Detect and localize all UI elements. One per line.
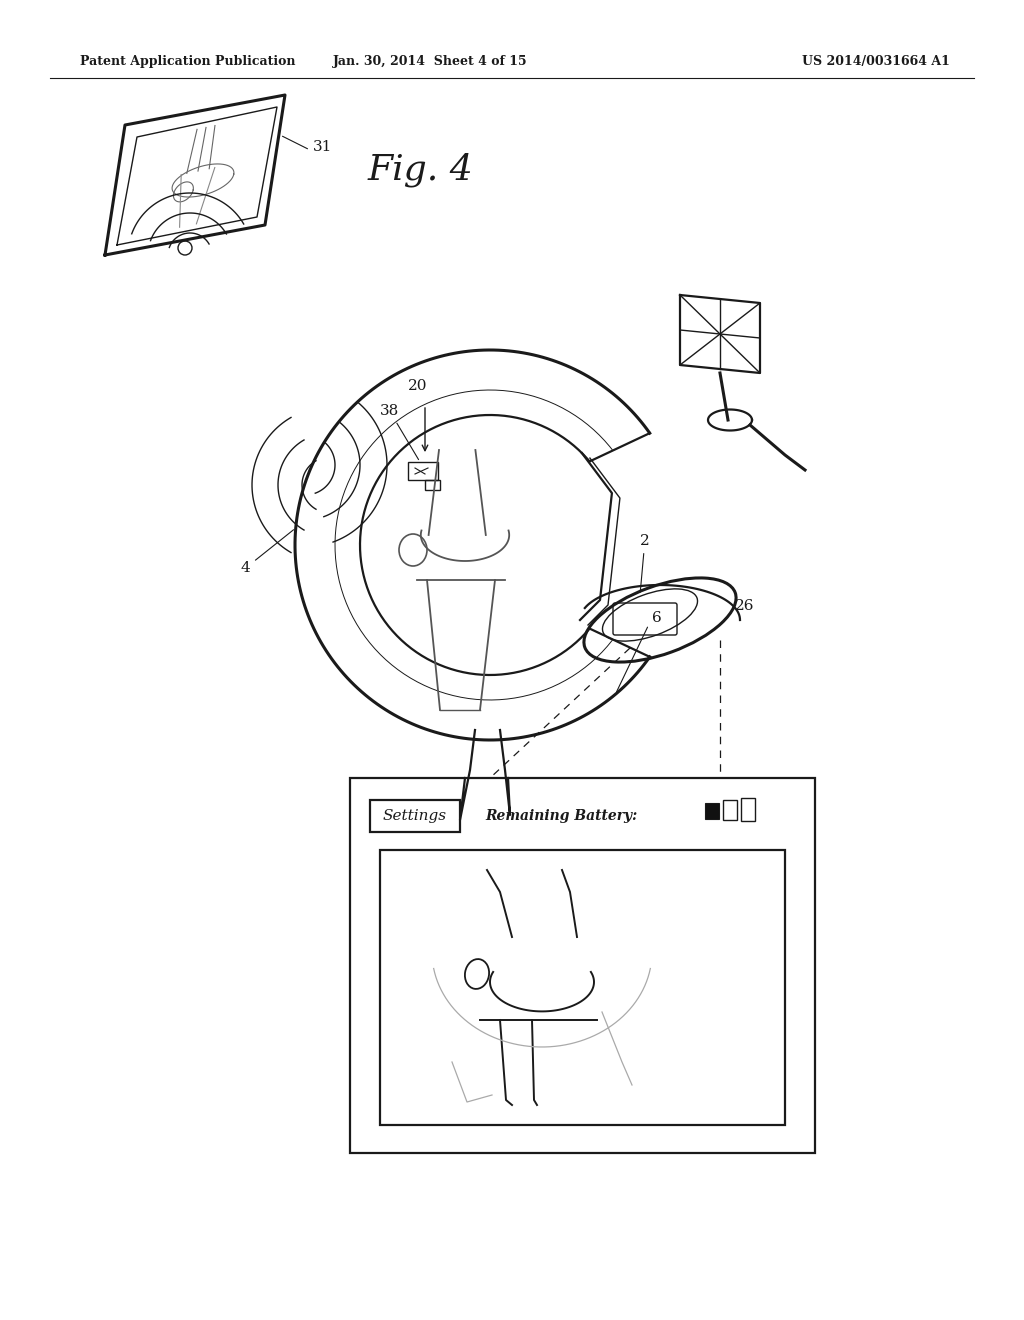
- Text: Fig. 4: Fig. 4: [368, 153, 473, 187]
- Text: Remaining Battery:: Remaining Battery:: [485, 809, 647, 822]
- Text: 2: 2: [640, 535, 650, 593]
- Bar: [380, 850, 785, 1125]
- Text: Settings: Settings: [383, 809, 447, 822]
- Bar: [350, 777, 815, 1152]
- Bar: [408, 462, 438, 480]
- Text: US 2014/0031664 A1: US 2014/0031664 A1: [802, 55, 950, 69]
- Text: 31: 31: [313, 140, 333, 154]
- Text: 26: 26: [735, 599, 755, 612]
- Bar: [425, 480, 440, 490]
- Text: Jan. 30, 2014  Sheet 4 of 15: Jan. 30, 2014 Sheet 4 of 15: [333, 55, 527, 69]
- Text: 6: 6: [651, 611, 662, 624]
- Bar: [370, 800, 460, 832]
- Bar: [723, 800, 737, 820]
- Bar: [705, 803, 719, 818]
- Text: 20: 20: [409, 379, 428, 393]
- Bar: [741, 799, 755, 821]
- Text: 4: 4: [241, 529, 294, 576]
- Text: Patent Application Publication: Patent Application Publication: [80, 55, 296, 69]
- Text: 38: 38: [380, 404, 419, 459]
